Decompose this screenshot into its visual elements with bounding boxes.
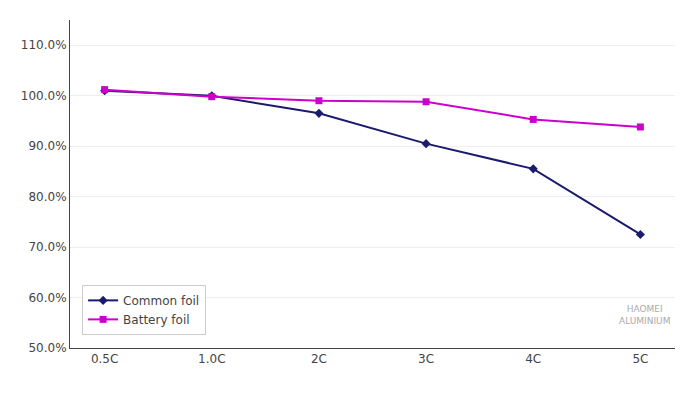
svg-text:4C: 4C xyxy=(525,352,541,366)
svg-text:1.0C: 1.0C xyxy=(198,352,225,366)
svg-text:90.0%: 90.0% xyxy=(28,139,66,153)
svg-text:50.0%: 50.0% xyxy=(28,341,66,355)
svg-text:80.0%: 80.0% xyxy=(28,190,66,204)
svg-text:60.0%: 60.0% xyxy=(28,291,66,305)
svg-text:70.0%: 70.0% xyxy=(28,240,66,254)
svg-text:110.0%: 110.0% xyxy=(21,38,67,52)
svg-text:3C: 3C xyxy=(418,352,434,366)
svg-text:2C: 2C xyxy=(311,352,327,366)
svg-text:5C: 5C xyxy=(632,352,648,366)
svg-text:HAOMEIALUMINIUM: HAOMEIALUMINIUM xyxy=(619,304,670,326)
svg-text:100.0%: 100.0% xyxy=(21,89,67,103)
svg-text:0.5C: 0.5C xyxy=(91,352,118,366)
svg-text:Common foil: Common foil xyxy=(123,294,199,308)
svg-text:Battery foil: Battery foil xyxy=(123,313,189,327)
